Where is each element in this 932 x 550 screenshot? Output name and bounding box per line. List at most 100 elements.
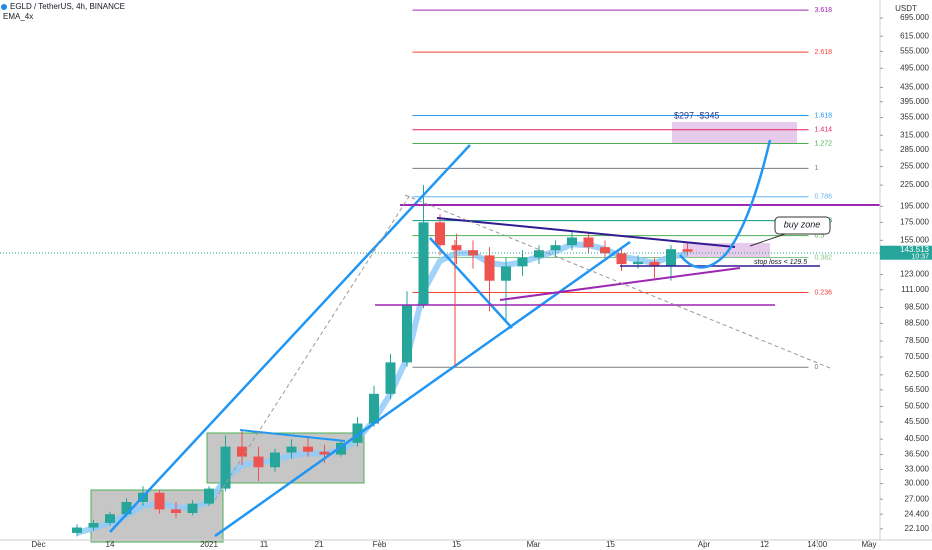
- y-tick-label: 40.500: [905, 434, 930, 443]
- candle-body: [385, 362, 396, 394]
- y-tick-label: 56.500: [905, 385, 930, 394]
- x-tick-label: 14: [106, 540, 115, 549]
- candle-body: [171, 509, 181, 513]
- candle-body: [451, 245, 462, 251]
- y-tick-label: 195.000: [900, 201, 929, 210]
- y-tick-label: 255.000: [900, 162, 929, 171]
- candle-body: [121, 501, 132, 515]
- x-tick-label: 15: [452, 540, 461, 549]
- fib-label: 2.618: [815, 49, 833, 56]
- y-tick-label: 225.000: [900, 180, 929, 189]
- fib-label: 1.618: [815, 112, 833, 119]
- y-tick-label: 50.500: [905, 402, 930, 411]
- buy-zone: [683, 243, 770, 258]
- y-tick-label: 30.000: [905, 479, 930, 488]
- fib-label: 0.382: [815, 254, 833, 261]
- candle-body: [270, 452, 280, 468]
- fib-label: 1: [815, 165, 819, 172]
- y-tick-label: 435.000: [900, 83, 929, 92]
- y-tick-label: 495.000: [900, 63, 929, 72]
- last-price-box: [880, 245, 932, 260]
- candle-body: [616, 253, 627, 265]
- candle-body: [204, 488, 214, 504]
- last-price-label: 143.513: [900, 245, 929, 254]
- target-label: $297 -$345: [674, 110, 720, 120]
- fib-label: 3.618: [815, 7, 833, 14]
- trend-line: [436, 217, 736, 248]
- candle-body: [567, 237, 577, 246]
- y-tick-label: 36.500: [905, 450, 930, 459]
- x-tick-label: 2021: [200, 540, 218, 549]
- candle-body: [319, 451, 330, 455]
- x-tick-label: 21: [315, 540, 324, 549]
- y-tick-label: 24.400: [905, 509, 930, 518]
- trend-line: [499, 267, 741, 301]
- x-tick-label: 11: [260, 540, 269, 549]
- fib-label: 0: [815, 364, 819, 371]
- fib-label: 0.786: [815, 194, 833, 201]
- y-tick-label: 175.000: [900, 217, 929, 226]
- price-axis: [880, 0, 932, 550]
- fib-label: 1.272: [815, 140, 833, 147]
- callout-box: [774, 216, 831, 235]
- indicator-legend: EMA_4x: [3, 12, 33, 21]
- y-tick-label: 395.000: [900, 97, 929, 106]
- trend-line: [429, 237, 513, 329]
- dashed-line: [214, 194, 411, 501]
- y-tick-label: 111.000: [901, 285, 929, 294]
- y-tick-label: 285.000: [900, 145, 929, 154]
- candle-body: [105, 514, 115, 523]
- x-tick-label: 12: [760, 540, 769, 549]
- candle-body: [517, 257, 528, 267]
- candle-body: [369, 393, 379, 424]
- candle-body: [187, 503, 198, 513]
- x-tick-label: Dec: [31, 540, 45, 549]
- candle-body: [468, 250, 478, 256]
- candle-body: [583, 237, 594, 248]
- fib-label: 1.414: [815, 127, 833, 134]
- candle-body: [154, 492, 165, 510]
- y-tick-label: 70.500: [905, 352, 930, 361]
- candle-body: [435, 222, 445, 246]
- x-tick-label: Feb: [373, 540, 387, 549]
- fib-group: 3.6182.6181.6181.4141.27210.7860.6180.50…: [412, 7, 833, 371]
- countdown-label: 10:37: [911, 254, 929, 261]
- candle-body: [352, 423, 363, 443]
- y-tick-label: 27.000: [905, 494, 930, 503]
- candle-body: [666, 249, 676, 267]
- fib-label: 0.5: [815, 232, 825, 239]
- candle-body: [402, 305, 412, 363]
- y-tick-label: 555.000: [900, 46, 929, 55]
- trend-line: [239, 429, 346, 442]
- target-zone: [672, 122, 797, 143]
- candle-body: [253, 456, 264, 468]
- symbol-title: EGLD / TetherUS, 4h, BINANCE: [10, 2, 125, 11]
- candle-body: [88, 522, 99, 528]
- y-tick-label: 78.500: [905, 336, 930, 345]
- x-tick-label: May: [861, 540, 876, 549]
- y-tick-label: 45.500: [905, 417, 930, 426]
- symbol-icon: [1, 4, 7, 10]
- candle-body: [550, 245, 561, 251]
- candle-body: [418, 222, 429, 306]
- currency-label: USDT: [895, 4, 917, 13]
- candle-body: [600, 247, 610, 254]
- x-tick-label: Mar: [527, 540, 541, 549]
- candle-body: [336, 442, 346, 455]
- drawings-over: [0, 139, 932, 538]
- axes-group: 695.000 615.000 555.000 495.000 435.000 395.0…: [31, 13, 932, 549]
- y-tick-label: 155.000: [900, 235, 929, 244]
- y-tick-label: 62.500: [905, 370, 930, 379]
- candle-body: [534, 250, 544, 258]
- projection-curve: [679, 139, 772, 269]
- candle-body: [501, 266, 511, 281]
- y-tick-label: 123.000: [900, 270, 929, 279]
- fib-label: 0.236: [815, 289, 833, 296]
- candle-body: [220, 446, 231, 489]
- y-tick-label: 98.500: [905, 303, 930, 312]
- x-tick-label: 15: [606, 540, 615, 549]
- candles-group: [72, 185, 693, 537]
- y-tick-label: 88.500: [905, 318, 930, 327]
